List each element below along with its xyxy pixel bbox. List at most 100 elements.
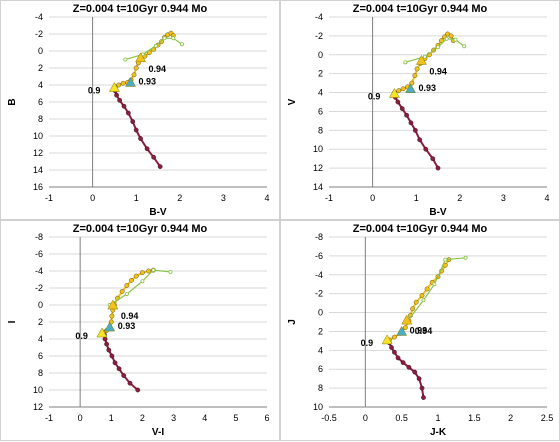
data-point	[400, 86, 406, 92]
x-tick-label: 1.5	[468, 413, 481, 423]
marker-triangle	[388, 87, 400, 98]
chart-title: Z=0.004 t=10Gyr 0.944 Mo	[72, 3, 208, 15]
data-point	[127, 380, 133, 386]
data-point	[412, 73, 418, 78]
y-tick-label: 2	[38, 317, 43, 327]
data-point	[116, 366, 122, 372]
marker-triangle	[401, 314, 413, 325]
data-point	[153, 43, 158, 48]
x-tick-label: 4	[264, 193, 269, 203]
data-point	[126, 110, 131, 116]
data-point	[171, 36, 176, 41]
x-tick-label: 0	[363, 413, 368, 423]
x-tick-label: 3	[171, 413, 176, 423]
data-point	[402, 325, 408, 331]
y-tick-label: 12	[33, 402, 43, 412]
data-point	[448, 33, 454, 39]
mass-label: 0.94	[149, 64, 167, 74]
x-axis-label: B-V	[429, 207, 447, 218]
data-point	[120, 80, 126, 86]
data-point	[432, 282, 437, 287]
chart-panel-b-vs-bv: Z=0.004 t=10Gyr 0.944 Mo -4 -2 0 2 4 6 8 10 12 14…	[0, 0, 280, 220]
y-tick-label: 14	[313, 182, 323, 192]
data-point	[140, 270, 145, 276]
data-point	[109, 313, 115, 319]
data-point	[133, 273, 139, 279]
series-line-main_sequence	[103, 334, 139, 391]
x-tick-label: 3	[501, 193, 506, 203]
y-tick-label: -6	[35, 249, 43, 259]
y-axis-label: I	[7, 320, 18, 323]
y-tick-label: -4	[315, 12, 323, 22]
x-tick-label: 2	[457, 193, 462, 203]
y-axis-label: B	[7, 98, 18, 105]
data-point	[130, 119, 136, 124]
y-tick-label: -2	[315, 289, 323, 299]
y-tick-label: -2	[315, 31, 323, 41]
data-point	[430, 156, 436, 162]
data-point	[463, 255, 468, 260]
data-point	[414, 66, 420, 72]
y-tick-label: 2	[38, 63, 43, 73]
mass-label: 0.9	[75, 331, 88, 341]
chart-title: Z=0.004 t=10Gyr 0.944 Mo	[352, 3, 488, 15]
x-axis-label: J-K	[430, 427, 447, 438]
y-tick-label: 6	[318, 106, 323, 116]
mass-label: 0.9	[88, 86, 101, 96]
data-point	[389, 345, 394, 350]
data-point	[416, 376, 422, 382]
data-point	[121, 103, 127, 109]
data-point	[116, 82, 122, 88]
data-point	[123, 57, 128, 62]
data-point	[151, 154, 156, 160]
data-point	[444, 36, 449, 41]
x-tick-label: 0	[78, 413, 83, 423]
data-point	[168, 269, 173, 274]
marker-triangle	[125, 76, 136, 87]
y-tick-label: -8	[35, 232, 43, 242]
y-tick-label: 0	[38, 46, 43, 56]
x-tick-label: 1	[414, 193, 419, 203]
data-point	[421, 395, 426, 400]
y-tick-label: 4	[318, 345, 323, 355]
mass-label: 0.94	[429, 66, 447, 76]
marker-triangle	[381, 334, 393, 345]
data-point	[133, 65, 139, 71]
y-tick-label: -6	[315, 251, 323, 261]
data-point	[395, 355, 401, 361]
y-tick-label: 12	[33, 148, 43, 158]
y-tick-label: 0	[318, 308, 323, 318]
x-tick-label: -1	[325, 193, 333, 203]
mass-label: 0.93	[139, 76, 157, 86]
chart-title: Z=0.004 t=10Gyr 0.944 Mo	[352, 223, 488, 235]
y-tick-label: 0	[38, 300, 43, 310]
x-axis-label: B-V	[149, 207, 167, 218]
y-tick-label: 10	[313, 402, 323, 412]
data-point	[144, 146, 150, 152]
y-tick-label: 8	[38, 368, 43, 378]
data-point	[121, 373, 127, 378]
mass-label: 0.94	[415, 326, 433, 336]
x-tick-label: 1	[109, 413, 114, 423]
y-tick-label: 6	[38, 97, 43, 107]
mass-label: 0.93	[419, 83, 437, 93]
x-axis-label: V-I	[152, 427, 164, 438]
y-axis-label: V	[287, 98, 298, 105]
y-tick-label: 4	[38, 80, 43, 90]
x-tick-label: 1	[435, 413, 440, 423]
data-point	[424, 286, 430, 292]
mass-label: 0.94	[121, 311, 139, 321]
mass-label: 0.93	[118, 321, 136, 331]
data-point	[114, 92, 119, 98]
chart-plot: -8 -6 -4 -2 0 2 4 6 8 10-0.5 0 0.5 1 1.5 2 2.5 J-K J 0.9 0.…	[287, 232, 553, 438]
data-point	[117, 97, 122, 103]
x-tick-label: 4	[544, 193, 549, 203]
data-point	[112, 360, 118, 366]
y-tick-label: -4	[35, 12, 43, 22]
data-point	[140, 279, 145, 284]
data-point	[102, 336, 108, 342]
data-point	[133, 127, 139, 133]
data-point	[422, 54, 427, 59]
data-point	[131, 72, 137, 78]
